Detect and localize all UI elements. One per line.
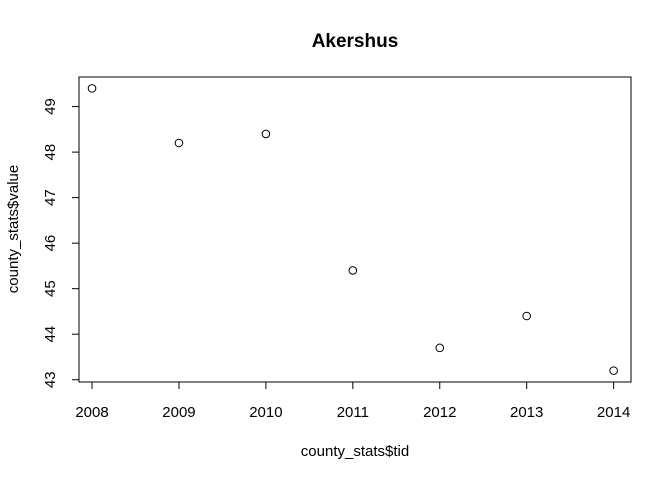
data-points <box>87 84 618 375</box>
y-tick-label: 48 <box>42 144 59 161</box>
y-tick-label: 47 <box>42 189 59 206</box>
x-tick-label: 2011 <box>337 404 369 421</box>
data-point <box>174 138 184 148</box>
y-tick-label: 49 <box>42 98 59 115</box>
x-axis-label: county_stats$tid <box>301 443 409 460</box>
y-tick-label: 45 <box>42 280 59 297</box>
plot-frame <box>78 76 632 383</box>
x-tick-label: 2013 <box>510 404 543 421</box>
x-tick-label: 2008 <box>75 404 108 421</box>
data-point <box>435 343 445 353</box>
chart-title: Akershus <box>312 31 399 52</box>
x-axis: 2008 2009 2010 2011 2012 2013 2014 <box>75 381 630 421</box>
y-axis-label: county_stats$value <box>5 165 22 293</box>
data-point <box>609 366 618 375</box>
x-tick-label: 2009 <box>162 404 195 421</box>
data-point <box>348 266 358 275</box>
y-tick-label: 46 <box>42 235 59 252</box>
data-point <box>522 311 531 321</box>
x-tick-label: 2012 <box>423 404 456 421</box>
x-tick-label: 2010 <box>249 404 282 421</box>
data-point <box>261 129 271 139</box>
y-axis: 43 44 45 46 47 48 49 <box>42 98 80 388</box>
x-tick-label: 2014 <box>597 404 630 421</box>
y-tick-label: 44 <box>42 326 59 343</box>
y-tick-label: 43 <box>42 371 59 388</box>
data-point <box>87 84 97 93</box>
